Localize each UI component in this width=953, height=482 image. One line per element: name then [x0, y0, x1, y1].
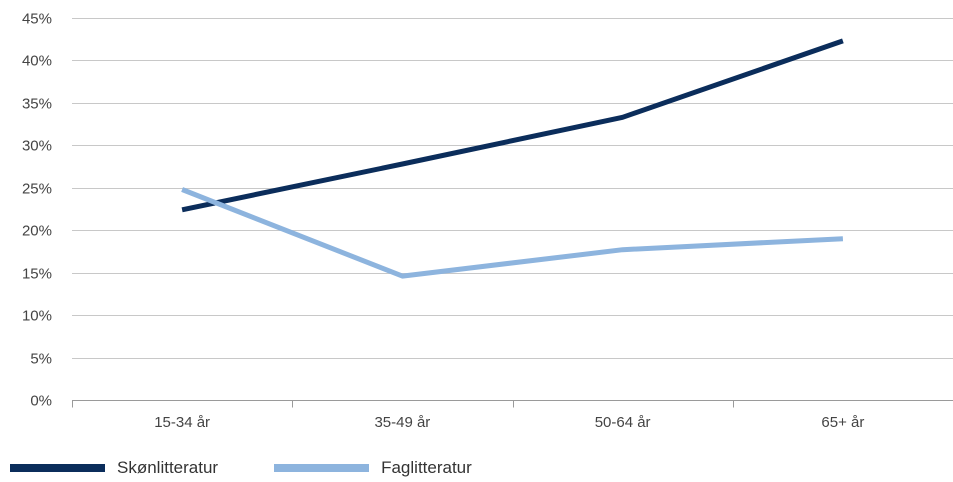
y-tick-label: 5% [30, 351, 52, 368]
y-axis-tick-labels: 0% 5% 10% 15% 20% 25% 30% 35% 40% 45% [22, 11, 52, 410]
y-tick-label: 20% [22, 223, 52, 240]
x-tick-label: 50-64 år [595, 414, 651, 431]
legend-swatch-series-1 [10, 464, 105, 472]
series-line-2 [181, 187, 844, 279]
x-tick-label: 65+ år [821, 414, 864, 431]
y-tick-label: 15% [22, 266, 52, 283]
y-tick-label: 45% [22, 11, 52, 28]
x-axis-tick-labels: 15-34 år 35-49 år 50-64 år 65+ år [154, 414, 864, 431]
legend-label-series-1: Skønlitteratur [117, 458, 219, 477]
legend-item-series-2: Faglitteratur [274, 458, 472, 478]
y-tick-label: 30% [22, 138, 52, 155]
y-tick-label: 35% [22, 96, 52, 113]
y-tick-label: 25% [22, 181, 52, 198]
gridlines [72, 18, 953, 359]
legend-swatch-series-2 [274, 464, 370, 472]
y-tick-label: 40% [22, 53, 52, 70]
series-line-1 [181, 38, 844, 213]
x-tick-label: 15-34 år [154, 414, 210, 431]
legend-item-series-1: Skønlitteratur [10, 458, 218, 478]
y-tick-label: 10% [22, 308, 52, 325]
y-tick-label: 0% [30, 393, 52, 410]
legend-label-series-2: Faglitteratur [381, 458, 472, 477]
series-lines [181, 38, 844, 279]
legend: Skønlitteratur Faglitteratur [10, 458, 528, 478]
x-axis [72, 400, 953, 408]
x-tick-label: 35-49 år [374, 414, 430, 431]
